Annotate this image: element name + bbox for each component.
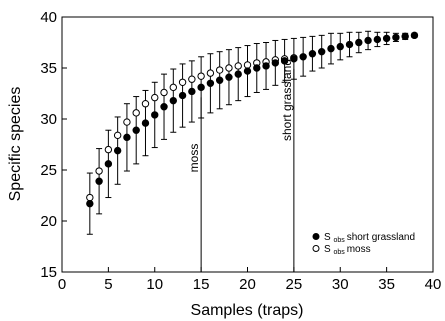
point-short-grassland [299, 53, 307, 61]
point-short-grassland [234, 70, 242, 78]
reference-line-label: short grassland [280, 59, 294, 141]
point-short-grassland [355, 38, 363, 47]
point-short-grassland [327, 44, 335, 53]
legend-label-sub: obs [333, 237, 346, 244]
point-short-grassland [113, 146, 122, 155]
y-tick-label: 25 [40, 162, 57, 179]
legend-label-rest: moss [347, 244, 371, 255]
x-tick-label: 10 [146, 276, 163, 293]
point-short-grassland [401, 32, 409, 41]
point-short-grassland [123, 133, 131, 142]
point-short-grassland [392, 33, 400, 42]
point-short-grassland [373, 35, 382, 44]
point-moss [197, 72, 205, 80]
point-short-grassland [382, 34, 391, 43]
point-short-grassland [178, 91, 187, 100]
point-short-grassland [280, 57, 289, 65]
point-short-grassland [132, 126, 140, 134]
point-moss [243, 61, 252, 69]
x-tick-label: 35 [378, 276, 395, 293]
point-short-grassland [410, 31, 419, 40]
legend-label-main: S [324, 244, 333, 255]
point-short-grassland [188, 87, 196, 96]
point-moss [215, 66, 224, 74]
y-tick-label: 30 [40, 111, 57, 128]
legend-label-rest: short grassland [347, 232, 415, 243]
legend-label-sub: obs [333, 249, 346, 256]
reference-line-label: moss [187, 144, 201, 173]
legend-marker-moss [312, 245, 320, 252]
point-short-grassland [345, 40, 354, 49]
y-tick-label: 35 [40, 60, 57, 77]
point-short-grassland [308, 50, 317, 58]
reference-lines: moss short grassland [187, 59, 295, 272]
x-tick-label: 30 [332, 276, 349, 293]
legend-box [307, 229, 431, 263]
point-moss [141, 100, 150, 108]
point-short-grassland [206, 79, 215, 88]
x-tick-label: 20 [239, 276, 256, 293]
point-short-grassland [253, 64, 261, 72]
legend-label: S obs moss [324, 244, 371, 256]
data-points [86, 31, 419, 208]
point-short-grassland [169, 96, 178, 105]
point-short-grassland [160, 103, 168, 111]
point-short-grassland [197, 83, 205, 92]
point-short-grassland [151, 111, 159, 119]
point-short-grassland [290, 55, 298, 63]
point-moss [188, 75, 196, 83]
x-tick-label: 5 [104, 276, 112, 293]
y-tick-label: 20 [40, 213, 57, 230]
point-moss [104, 145, 113, 154]
point-moss [123, 118, 131, 126]
point-moss [86, 193, 94, 202]
legend-label-main: S [324, 232, 333, 243]
point-moss [113, 131, 122, 140]
point-moss [234, 62, 242, 70]
legend-label: S obs short grassland [324, 232, 415, 244]
point-short-grassland [318, 47, 326, 56]
point-short-grassland [225, 73, 233, 81]
point-moss [151, 93, 159, 102]
point-short-grassland [86, 199, 94, 208]
point-short-grassland [215, 76, 224, 84]
x-tick-label: 0 [58, 276, 66, 293]
point-short-grassland [364, 36, 372, 45]
point-moss [169, 83, 178, 92]
x-tick-label: 40 [425, 276, 442, 293]
point-moss [178, 78, 187, 86]
x-axis-title: Samples (traps) [191, 302, 304, 319]
legend-marker-short-grassland [312, 233, 320, 240]
y-tick-label: 40 [40, 9, 57, 26]
point-moss [206, 69, 215, 77]
point-moss [132, 109, 140, 117]
point-short-grassland [141, 119, 150, 127]
point-short-grassland [104, 160, 113, 168]
x-tick-label: 25 [286, 276, 303, 293]
point-short-grassland [95, 177, 103, 185]
y-axis-title: Specific species [7, 87, 24, 202]
point-moss [95, 167, 103, 175]
x-tick-label: 15 [193, 276, 210, 293]
point-moss [160, 88, 168, 97]
point-short-grassland [243, 67, 252, 75]
point-short-grassland [262, 62, 270, 70]
point-moss [225, 64, 233, 72]
axes: 0 5 10 15 20 25 30 35 40 15 20 25 30 35 40 [40, 9, 441, 293]
point-short-grassland [336, 42, 344, 51]
point-short-grassland [271, 59, 280, 67]
y-tick-label: 15 [40, 264, 57, 281]
